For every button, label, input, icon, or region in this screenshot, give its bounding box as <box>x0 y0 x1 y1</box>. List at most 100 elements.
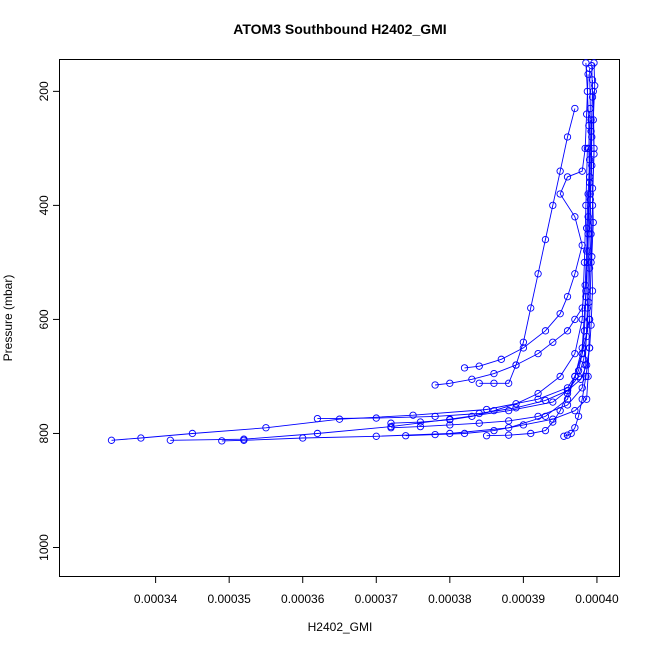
data-point <box>567 429 575 438</box>
data-point <box>519 344 528 352</box>
data-point <box>556 372 564 381</box>
y-tick-label: 200 <box>37 81 51 101</box>
data-point <box>588 161 596 170</box>
y-tick-label: 400 <box>37 195 51 215</box>
data-point <box>582 247 591 255</box>
data-point <box>387 424 395 432</box>
data-point <box>313 414 322 423</box>
data-point <box>218 437 226 445</box>
data-point <box>582 287 590 295</box>
data-point <box>446 416 454 424</box>
series-line <box>435 68 591 386</box>
data-point <box>460 429 469 438</box>
data-point <box>586 190 594 198</box>
data-point <box>574 367 583 375</box>
data-point <box>578 315 586 324</box>
data-point <box>549 398 557 406</box>
data-point <box>512 400 520 408</box>
data-point <box>571 349 579 358</box>
data-point <box>416 422 425 431</box>
series-line <box>221 119 592 442</box>
x-tick-label: 0.00039 <box>502 592 546 606</box>
data-point <box>468 375 476 383</box>
data-point <box>549 201 557 210</box>
y-tick-label: 800 <box>37 423 51 443</box>
plot-frame <box>59 59 620 577</box>
series-line <box>486 319 591 437</box>
data-point <box>475 419 483 427</box>
x-axis-label: H2402_GMI <box>308 620 373 634</box>
data-point <box>482 432 491 440</box>
data-point <box>589 218 597 227</box>
data-point <box>585 315 594 324</box>
data-point <box>556 190 564 198</box>
data-point <box>582 395 591 403</box>
data-series <box>387 144 592 427</box>
data-series <box>482 315 594 440</box>
data-point <box>584 372 592 381</box>
data-point <box>505 407 513 415</box>
data-point <box>541 327 550 335</box>
data-point <box>166 436 174 444</box>
series-line <box>317 62 596 420</box>
data-point <box>556 167 564 175</box>
data-point <box>137 434 145 442</box>
data-point <box>571 213 579 221</box>
data-point <box>446 379 454 387</box>
data-point <box>527 429 535 438</box>
data-point <box>563 133 572 141</box>
y-tick-label: 1000 <box>37 534 51 561</box>
data-point <box>519 338 528 346</box>
data-point <box>335 415 344 423</box>
x-tick-label: 0.00037 <box>355 592 399 606</box>
data-point <box>409 411 417 419</box>
data-point <box>581 144 589 153</box>
data-point <box>534 349 542 358</box>
data-point <box>446 429 454 438</box>
data-series <box>166 62 597 444</box>
data-point <box>563 327 572 335</box>
series-line <box>390 148 588 424</box>
data-point <box>416 418 425 426</box>
data-point <box>571 270 579 278</box>
data-point <box>571 104 579 113</box>
data-point <box>490 379 498 387</box>
data-series <box>107 59 594 444</box>
series-layer <box>107 59 599 445</box>
data-point <box>582 59 590 67</box>
data-point <box>490 426 498 435</box>
data-point <box>578 349 586 358</box>
data-point <box>475 362 483 370</box>
data-point <box>571 315 579 324</box>
series-line <box>111 62 591 441</box>
data-point <box>446 421 454 429</box>
data-point <box>588 133 596 141</box>
data-series <box>475 104 579 387</box>
data-point <box>313 429 322 438</box>
data-point <box>571 407 579 415</box>
data-point <box>372 414 380 422</box>
data-point <box>505 431 513 439</box>
data-point <box>583 144 592 153</box>
data-point <box>571 424 579 432</box>
data-point <box>581 361 589 369</box>
data-point <box>534 412 542 421</box>
y-axis: 200 400 600 800 1000 <box>37 81 60 561</box>
data-point <box>475 379 483 387</box>
data-point <box>578 241 586 249</box>
data-point <box>468 412 476 421</box>
data-point <box>587 116 595 124</box>
data-point <box>563 395 572 403</box>
x-tick-label: 0.00035 <box>207 592 251 606</box>
data-point <box>527 304 535 312</box>
y-tick-label: 600 <box>37 309 51 329</box>
data-point <box>580 258 589 267</box>
y-axis-label: Pressure (mbar) <box>1 275 15 362</box>
series-line <box>390 79 593 429</box>
data-series <box>431 64 594 389</box>
data-point <box>107 436 116 444</box>
data-point <box>240 436 248 444</box>
data-point <box>372 432 380 440</box>
data-series <box>560 344 594 440</box>
data-point <box>560 432 568 440</box>
